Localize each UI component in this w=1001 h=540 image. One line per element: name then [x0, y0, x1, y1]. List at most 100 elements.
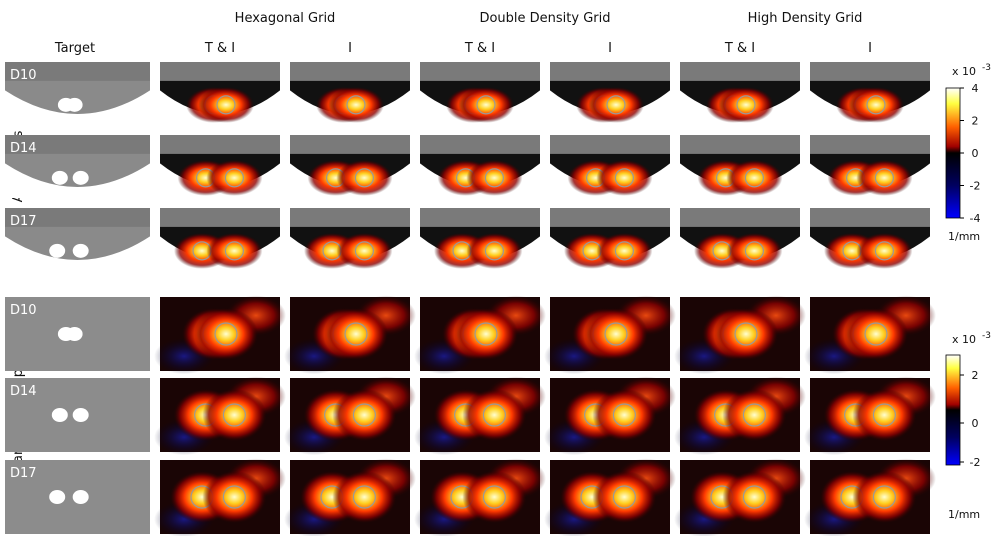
row-label: D17 — [10, 466, 37, 481]
target-outline — [614, 241, 635, 261]
panel — [810, 135, 930, 198]
panel — [420, 208, 540, 271]
tissue — [290, 135, 410, 154]
colorbar — [945, 87, 961, 219]
colorbar-unit: 1/mm — [948, 230, 980, 243]
target-outline — [222, 403, 247, 427]
colorbar-tick-label: 0 — [972, 417, 979, 430]
target-blob — [72, 490, 89, 504]
colorbar-tick-label: -4 — [970, 212, 981, 225]
target-outline — [222, 485, 247, 509]
activation-blob — [336, 159, 393, 196]
activation-blob — [198, 86, 254, 123]
tissue — [550, 62, 670, 81]
tissue — [680, 135, 800, 154]
activation-blob — [592, 471, 657, 523]
target-blob — [49, 490, 66, 504]
tissue — [420, 135, 540, 154]
activation-blob — [202, 389, 267, 441]
target-blob — [49, 243, 66, 258]
target-outline — [224, 241, 245, 261]
activation-blob — [596, 159, 653, 196]
column-label: T & I — [724, 41, 755, 56]
group-header: Double Density Grid — [479, 11, 610, 26]
target-outline — [482, 403, 507, 427]
activation-blob — [722, 471, 787, 523]
target-outline — [744, 168, 765, 188]
panel — [804, 458, 936, 538]
target-outline — [352, 485, 377, 509]
target-outline — [354, 241, 375, 261]
activation-blob — [206, 232, 263, 269]
panel — [804, 376, 936, 456]
target-blob — [51, 170, 68, 185]
group-header: High Density Grid — [748, 11, 863, 26]
panel — [544, 295, 676, 375]
panel — [154, 458, 286, 538]
tissue — [420, 208, 540, 227]
panel: D14 — [5, 378, 150, 452]
colorbar-tick-label: 2 — [972, 369, 979, 382]
activation-blob — [588, 86, 644, 123]
activation-blob — [856, 232, 913, 269]
panel — [680, 208, 800, 271]
target-outline — [734, 322, 758, 346]
activation-blob — [584, 308, 648, 360]
tissue — [290, 62, 410, 81]
target-blob — [72, 408, 89, 422]
panel — [674, 458, 806, 538]
row-label: D17 — [10, 214, 37, 229]
activation-blob — [722, 389, 787, 441]
activation-blob — [462, 471, 527, 523]
column-label: I — [868, 41, 872, 56]
target-outline — [476, 95, 496, 115]
activation-blob — [596, 232, 653, 269]
target-outline — [484, 241, 505, 261]
panel — [674, 376, 806, 456]
panel — [544, 458, 676, 538]
tissue — [5, 208, 150, 227]
target-outline — [872, 485, 897, 509]
target-outline — [344, 322, 368, 346]
panel: D10 — [5, 297, 150, 371]
colorbar-exponent: -3 — [982, 63, 991, 73]
target-outline — [874, 168, 895, 188]
activation-blob — [328, 86, 384, 123]
panel — [414, 458, 546, 538]
activation-blob — [848, 86, 904, 123]
activation-blob — [458, 86, 514, 123]
target-outline — [484, 168, 505, 188]
column-label: T & I — [464, 41, 495, 56]
panel — [414, 295, 546, 375]
activation-blob — [466, 159, 523, 196]
target-outline — [874, 241, 895, 261]
target-outline — [866, 95, 886, 115]
target-blob — [72, 243, 89, 258]
activation-blob — [852, 389, 917, 441]
target-outline — [482, 485, 507, 509]
tissue — [810, 208, 930, 227]
target-outline — [214, 322, 238, 346]
column-label: I — [608, 41, 612, 56]
activation-blob — [332, 389, 397, 441]
column-label: Target — [54, 41, 95, 56]
colorbar-scale: x 10 — [952, 333, 976, 346]
panel — [420, 62, 540, 125]
panel — [420, 135, 540, 198]
column-label: T & I — [204, 41, 235, 56]
row-label: D10 — [10, 303, 37, 318]
panel — [290, 135, 410, 198]
target-outline — [612, 403, 637, 427]
tissue — [680, 208, 800, 227]
target-outline — [352, 403, 377, 427]
target-outline — [604, 322, 628, 346]
colorbar-tick-label: -2 — [970, 180, 981, 193]
tissue — [550, 208, 670, 227]
activation-blob — [726, 159, 783, 196]
panel — [550, 62, 670, 125]
target-outline — [612, 485, 637, 509]
target-outline — [742, 403, 767, 427]
row-label: D14 — [10, 141, 37, 156]
group-header: Hexagonal Grid — [235, 11, 336, 26]
